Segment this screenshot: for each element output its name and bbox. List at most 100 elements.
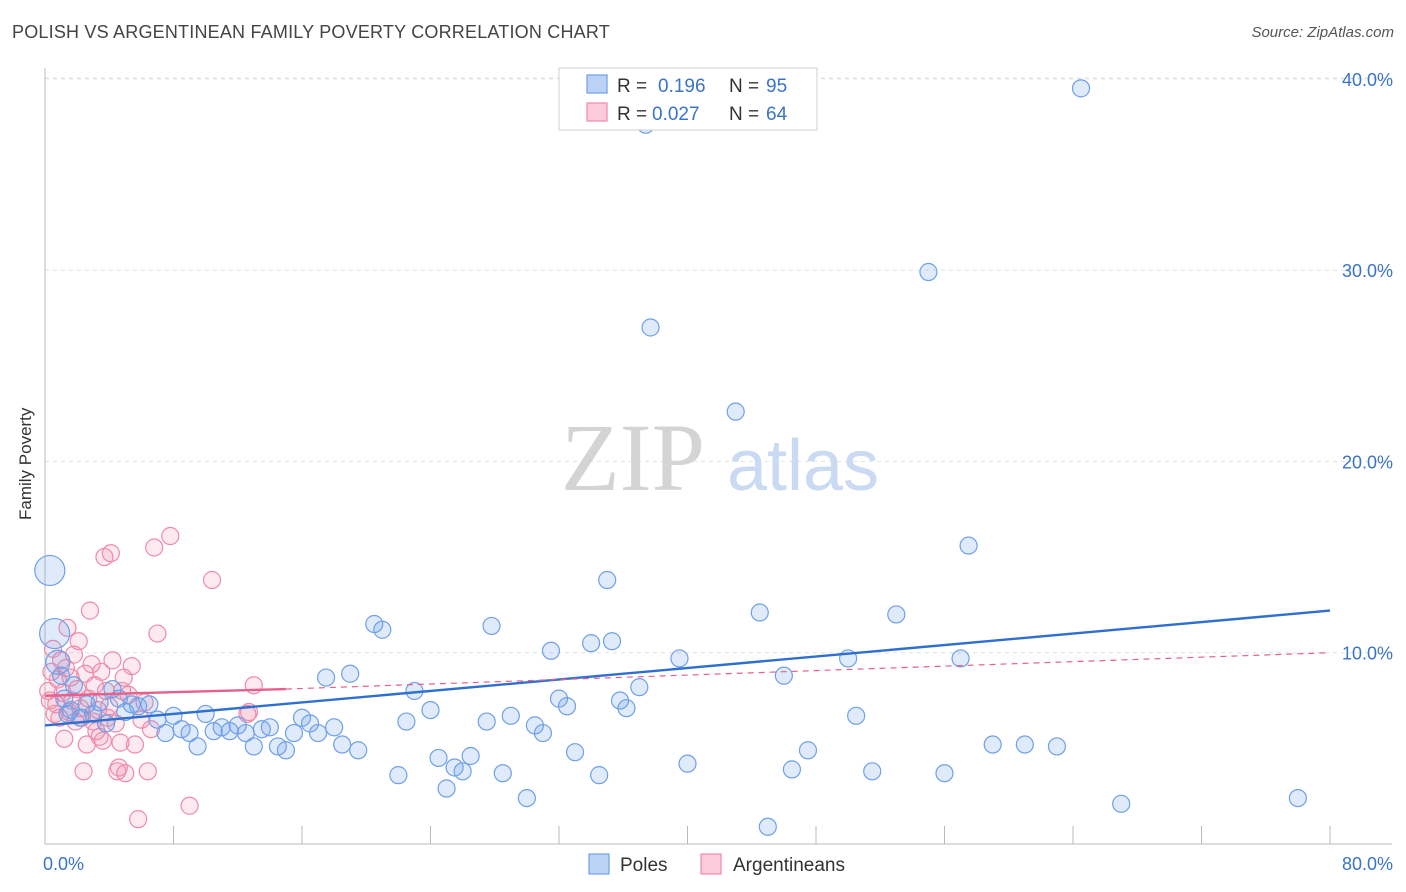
poles-point-2 (45, 649, 71, 675)
legend-argentineans-n-value: 64 (766, 104, 788, 125)
gridlines (45, 77, 1392, 654)
poles-point-73 (630, 678, 649, 697)
poles-point-55 (461, 746, 480, 766)
y-axis-title: Family Poverty (16, 407, 35, 520)
argentineans-point-56 (145, 538, 164, 557)
argentineans-point-38 (100, 697, 119, 716)
argentineans-point-54 (138, 762, 157, 781)
poles-point-7 (64, 676, 84, 695)
argentineans-point-40 (103, 651, 122, 670)
legend-poles-r-value: 0.196 (658, 76, 706, 97)
legend-argentineans-swatch (586, 102, 608, 122)
argentineans-point-26 (80, 601, 100, 620)
poles-point-50 (421, 700, 440, 720)
poles-point-66 (565, 743, 585, 762)
poles-point-44 (349, 741, 368, 760)
legend-poles-n-label: N = (729, 76, 759, 97)
argentineans-point-44 (111, 733, 130, 752)
poles-point-3 (51, 666, 71, 685)
poles-point-96 (1112, 794, 1131, 813)
poles-point-51 (429, 748, 448, 768)
poles-point-92 (983, 735, 1002, 754)
y-tick-labels: 10.0% 20.0% 30.0% 40.0% (1342, 70, 1393, 664)
argentineans-point-33 (92, 662, 111, 681)
poles-point-18 (140, 695, 159, 714)
legend-bottom-argentineans-swatch (700, 853, 722, 875)
poles-point-36 (284, 723, 304, 743)
poles-point-59 (501, 706, 520, 725)
poles-point-58 (493, 764, 512, 783)
x-tick-labels: 0.0% 80.0% (43, 854, 1393, 874)
argentineans-point-47 (116, 764, 135, 783)
poles-point-25 (196, 704, 215, 724)
poles-point-89 (935, 764, 954, 783)
poles-point-95 (1071, 79, 1091, 98)
poles-point-67 (582, 634, 601, 653)
argentineans-point-12 (58, 618, 77, 637)
poles-point-54 (453, 762, 472, 781)
poles-point-79 (750, 603, 769, 622)
poles-point-23 (180, 723, 199, 743)
x-tick-label-max: 80.0% (1342, 854, 1393, 874)
source-label: Source: ZipAtlas.com (1251, 24, 1394, 41)
poles-point-69 (598, 570, 617, 590)
legend-bottom-poles-label: Poles (620, 855, 668, 876)
argentineans-point-50 (125, 735, 145, 754)
poles-point-57 (482, 616, 501, 636)
watermark-atlas: atlas (727, 426, 879, 506)
argentineans-point-30 (87, 722, 106, 741)
trend-lines (44, 609, 1331, 727)
argentineans-point-10 (55, 729, 74, 748)
poles-point-90 (951, 649, 970, 668)
y-tick-label-40: 40.0% (1342, 70, 1393, 90)
legend-poles-r-label: R = (617, 76, 647, 97)
poles-point-42 (333, 735, 352, 754)
poles-point-85 (847, 706, 866, 725)
argentineans-point-51 (129, 810, 148, 829)
poles-point-16 (122, 695, 141, 714)
legend-bottom: Poles Argentineans (588, 853, 845, 876)
y-tick-label-30: 30.0% (1342, 261, 1393, 281)
poles-point-31 (244, 737, 263, 756)
poles-point-68 (590, 766, 609, 785)
argentineans-point-19 (69, 632, 88, 651)
argentineans-point-58 (161, 526, 180, 546)
poles-point-24 (188, 737, 207, 756)
legend-poles-n-value: 95 (766, 76, 787, 97)
argentineans-point-49 (122, 656, 141, 676)
poles-point-70 (602, 632, 622, 651)
poles-point-75 (641, 318, 660, 337)
poles-point-72 (617, 699, 636, 718)
poles-point-0 (34, 554, 66, 587)
poles-point-43 (341, 664, 360, 683)
poles-point-76 (670, 649, 689, 668)
y-tick-label-20: 20.0% (1342, 452, 1393, 472)
argentineans-point-55 (141, 720, 161, 739)
poles-point-17 (129, 697, 148, 716)
poles-point-6 (61, 700, 80, 720)
poles-point-83 (798, 741, 818, 760)
argentineans-trend-line-dashed (285, 652, 1331, 690)
poles-point-46 (373, 620, 392, 639)
poles-point-60 (517, 788, 536, 808)
poles-point-11 (90, 693, 109, 712)
poles-trend-line (44, 609, 1331, 727)
poles-point-81 (774, 666, 793, 685)
series-poles (34, 79, 1307, 836)
argentineans-point-39 (101, 544, 120, 563)
legend-bottom-argentineans-label: Argentineans (733, 855, 845, 876)
argentineans-trend-line-solid (44, 687, 286, 697)
poles-point-10 (84, 704, 103, 724)
poles-point-87 (887, 605, 906, 624)
watermark: ZIP atlas (561, 404, 879, 511)
poles-point-86 (863, 762, 882, 781)
legend-argentineans-n-label: N = (729, 104, 759, 125)
poles-point-78 (726, 402, 745, 421)
poles-point-20 (156, 723, 175, 743)
argentineans-point-57 (148, 624, 167, 643)
poles-point-39 (308, 723, 328, 743)
poles-point-48 (397, 712, 416, 731)
poles-point-88 (919, 262, 938, 282)
chart-title: POLISH VS ARGENTINEAN FAMILY POVERTY COR… (12, 22, 610, 42)
